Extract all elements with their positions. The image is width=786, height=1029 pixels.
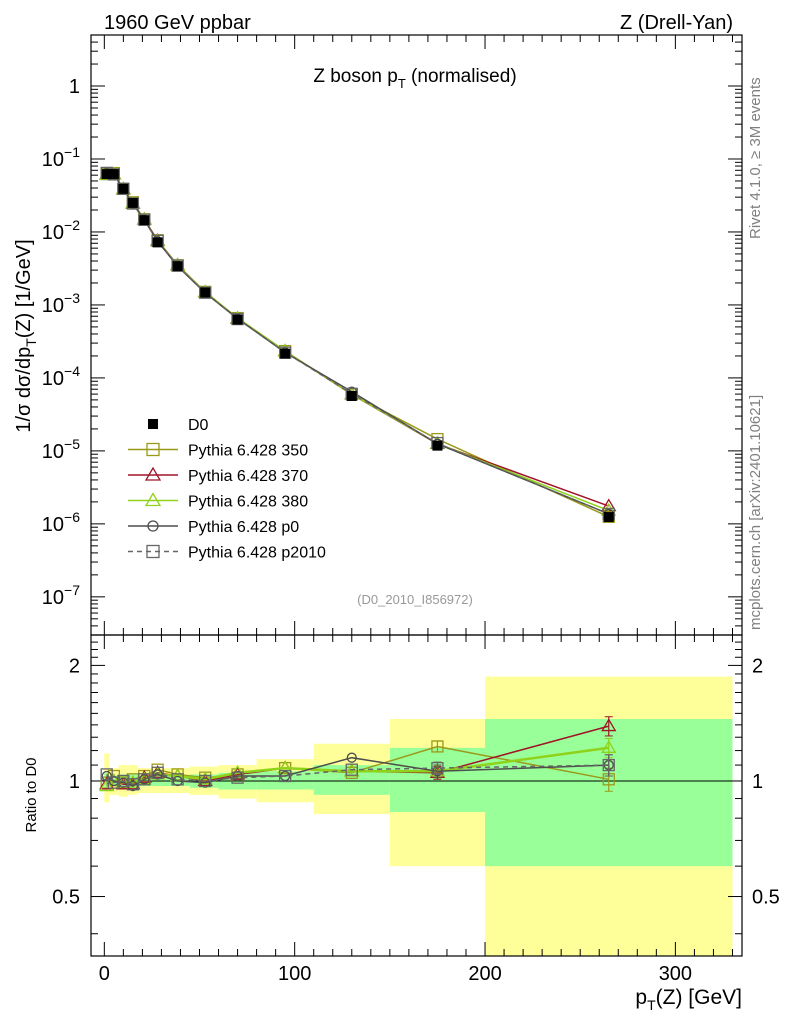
ratio-series-line [106,764,609,786]
data-point [108,169,119,180]
chart-title: Z boson pT (normalised) [313,66,516,91]
main-series-marker [199,286,212,299]
data-point [603,512,614,523]
ratio-series-marker [117,774,130,788]
ratio-series-marker [602,758,615,772]
legend-label: D0 [188,417,209,434]
ratio-series-marker [200,777,211,788]
ratio-ytick-label-right: 2 [752,655,763,677]
ratio-series-marker [601,740,617,753]
ratio-series-marker [126,778,140,791]
ratio-series-marker [151,766,164,779]
ratio-series-marker [172,775,183,787]
ratio-series-marker [231,771,244,784]
ratio-panel: 0.5 0.5 1 1 2 2 0 100 200 300 Ratio to D0 pT(Z) [… [23,634,780,1013]
data-point [139,215,150,226]
ratio-series-marker [107,776,120,789]
main-ytick-label: 10−1 [42,144,80,171]
ratio-series-marker [279,769,292,783]
legend-marker [147,520,159,532]
main-ytick-label: 10−5 [42,436,80,463]
ratio-xtick-label: 200 [468,963,501,985]
main-ylabel: 1/σ dσ/dpT(Z) [1/GeV] [13,239,39,432]
legend-marker [146,544,160,559]
ratio-series-marker [199,774,212,788]
ratio-ylabel: Ratio to D0 [23,757,40,832]
ratio-series-marker [197,771,213,785]
ratio-series-marker [100,768,113,781]
legend-label: Pythia 6.428 350 [188,443,308,460]
main-ytick-label: 10−4 [42,363,80,390]
ratio-ytick-label: 2 [69,655,80,677]
ratio-frame [90,634,743,957]
ratio-series-marker [125,774,141,788]
main-series-marker [117,182,130,195]
data-point [200,287,211,298]
ratio-series-marker [431,761,444,775]
main-ticks: 1 10−1 10−2 10−3 10−4 10−5 10−6 10−7 [42,34,742,636]
ratio-series-marker [277,760,293,774]
ratio-xtick-label: 300 [659,963,692,985]
ratio-series-marker [345,763,358,776]
main-ytick-label: 10−6 [42,509,80,536]
ratio-band-inner [389,747,486,813]
main-series-marker [171,259,184,272]
legend-marker [144,492,162,507]
data-point [118,183,129,194]
main-data-points [101,169,614,523]
header-left: 1960 GeV ppbar [104,12,251,34]
data-point [346,391,357,402]
ratio-series [99,716,617,792]
xlabel: pT(Z) [GeV] [635,986,742,1013]
main-series-marker [231,312,244,326]
ratio-ytick-label: 1 [69,771,80,793]
ratio-series-marker [171,773,184,786]
ratio-ytick-label: 0.5 [52,887,80,909]
mcplots-label: mcplots.cern.ch [arXiv:2401.10621] [747,395,764,630]
ratio-series-marker [346,752,357,763]
data-point [152,237,163,248]
data-point [432,440,443,451]
legend-label: Pythia 6.428 p2010 [188,545,326,562]
ratio-series-line [106,756,609,787]
legend-marker [146,442,160,457]
ratio-xtick-label: 100 [278,963,311,985]
legend-label: Pythia 6.428 380 [188,494,308,511]
ratio-ytick-label-right: 0.5 [752,887,780,909]
data-point [232,314,243,325]
legend: D0 Pythia 6.428 350 Pythia 6.428 370 Pythia… [128,417,326,562]
legend-marker [144,466,162,481]
data-point [172,261,183,272]
header-right: Z (Drell-Yan) [620,12,733,34]
data-point [101,169,112,180]
legend-marker-data [148,419,158,429]
ratio-ticks: 0.5 0.5 1 1 2 2 0 100 200 300 [52,634,780,985]
ratio-series-marker [138,773,151,786]
main-ytick-label: 1 [69,76,80,98]
main-ytick-label: 10−3 [42,290,80,317]
ratio-series-marker [139,774,150,785]
main-ytick-label: 10−2 [42,217,80,244]
ratio-series-marker [431,740,444,753]
main-panel: 1 10−1 10−2 10−3 10−4 10−5 10−6 10−7 Z boson pT… [13,34,743,636]
main-ytick-label: 10−7 [42,582,80,609]
ratio-xtick-label: 0 [99,963,110,985]
data-point [127,197,138,208]
ratio-ytick-label-right: 1 [752,771,763,793]
ratio-series-marker [601,718,617,732]
main-series-marker [138,213,151,226]
rivet-label: Rivet 4.1.0, ≥ 3M events [747,77,764,239]
analysis-label: (D0_2010_I856972) [357,592,473,607]
legend-label: Pythia 6.428 370 [188,468,308,485]
data-point [280,348,291,359]
ratio-uncertainty-bands [91,676,742,956]
legend-label: Pythia 6.428 p0 [188,519,299,536]
